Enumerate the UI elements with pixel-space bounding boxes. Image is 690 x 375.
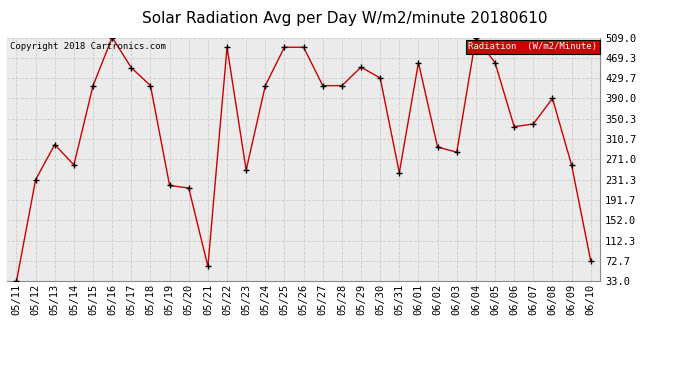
Text: Copyright 2018 Cartronics.com: Copyright 2018 Cartronics.com [10,42,166,51]
Text: Radiation  (W/m2/Minute): Radiation (W/m2/Minute) [469,42,598,51]
Text: Solar Radiation Avg per Day W/m2/minute 20180610: Solar Radiation Avg per Day W/m2/minute … [142,11,548,26]
